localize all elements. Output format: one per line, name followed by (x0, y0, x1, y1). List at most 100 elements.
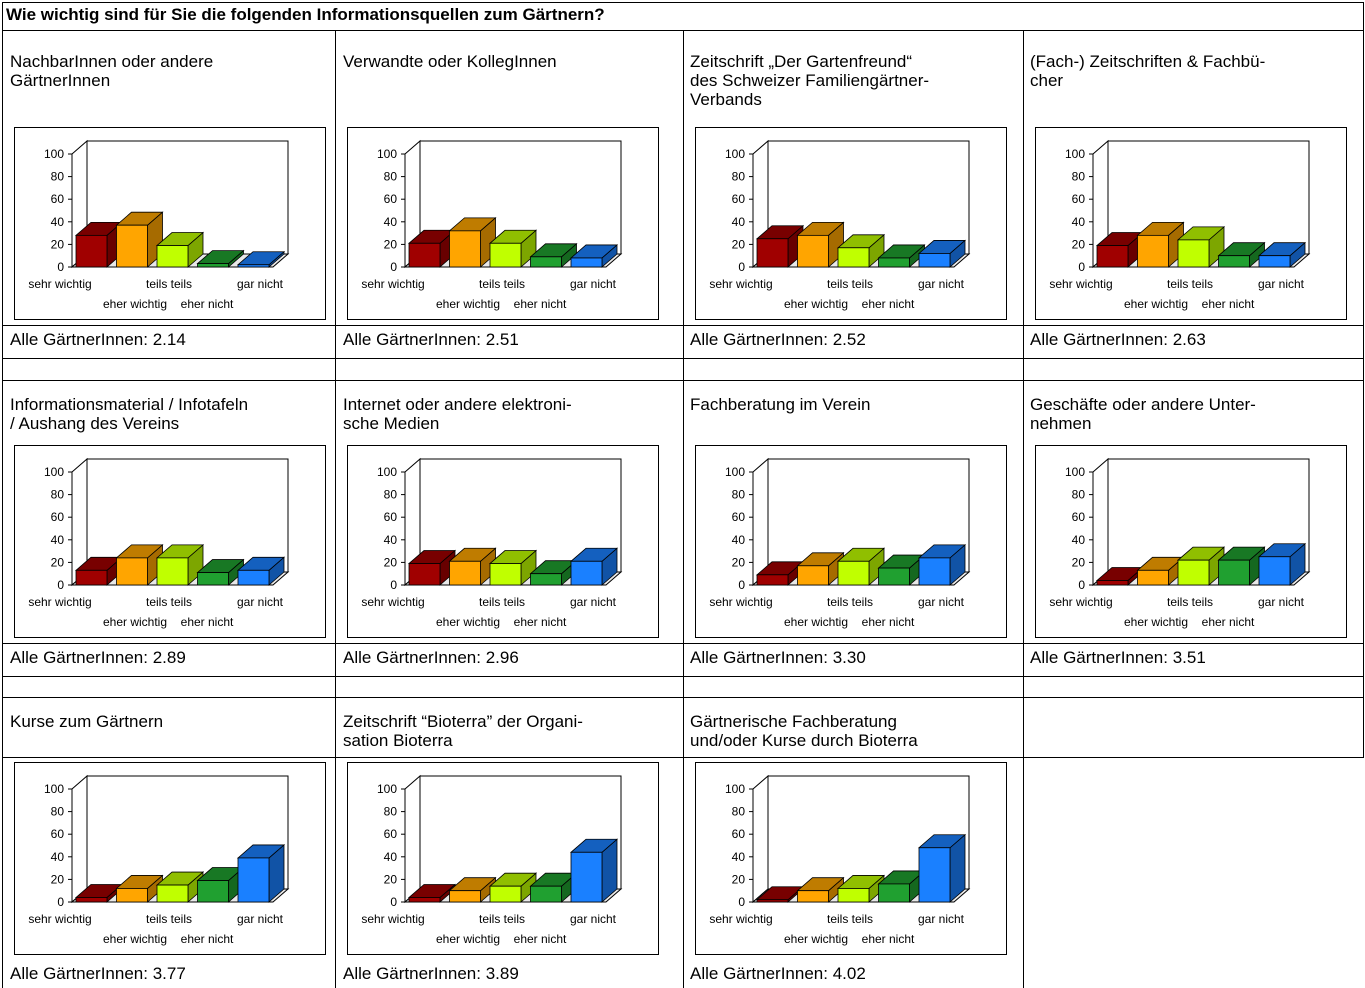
bar (488, 872, 538, 903)
x-tick-label: sehr wichtig (1049, 277, 1112, 291)
x-tick-label: gar nicht (918, 277, 965, 291)
bar-chart: 100 80 60 40 20 0 sehr wichtig eher wichtig teil… (1049, 457, 1311, 629)
y-tick-label: 40 (1072, 215, 1086, 229)
bar (448, 547, 497, 586)
bar (155, 544, 205, 586)
x-tick-label: sehr wichtig (709, 595, 772, 609)
bar-chart: 100 80 60 40 20 0 sehr wichtig eher wichtig teil… (361, 139, 623, 311)
panel-title-line: Internet oder andere elektroni- (343, 395, 572, 414)
x-tick-label: eher wichtig (784, 297, 848, 311)
y-tick-label: 100 (725, 465, 745, 479)
y-tick-label: 20 (732, 872, 746, 886)
panel-title-line: Verbands (690, 90, 762, 109)
x-tick-label: sehr wichtig (361, 277, 424, 291)
chart-frame: 100 80 60 40 20 0 sehr wichtig eher wichtig teil… (1035, 445, 1347, 638)
bar (448, 876, 497, 903)
bar (74, 883, 124, 903)
x-tick-label: eher nicht (862, 297, 915, 311)
y-tick-label: 20 (384, 555, 398, 569)
y-tick-label: 20 (732, 237, 746, 251)
y-tick-label: 100 (44, 147, 64, 161)
bar (407, 883, 457, 903)
x-tick-label: gar nicht (237, 277, 284, 291)
panel-title-line: und/oder Kurse durch Bioterra (690, 731, 918, 750)
bar-chart: 100 80 60 40 20 0 sehr wichtig eher wichtig teil… (709, 457, 971, 629)
y-tick-label: 100 (725, 147, 745, 161)
grid-line (2, 643, 1363, 644)
bar (1257, 241, 1307, 268)
x-tick-label: gar nicht (918, 595, 965, 609)
grid-line (683, 30, 684, 988)
bar (115, 211, 164, 268)
chart-frame: 100 80 60 40 20 0 sehr wichtig eher wichtig teil… (1035, 127, 1347, 320)
panel-title-line: nehmen (1030, 414, 1092, 433)
bar (1176, 226, 1226, 268)
bar (917, 833, 967, 903)
bar (448, 216, 497, 268)
y-tick-label: 0 (57, 895, 64, 909)
y-tick-label: 60 (732, 192, 746, 206)
y-tick-label: 20 (1072, 237, 1086, 251)
bar (796, 551, 845, 586)
panel-title: Kurse zum Gärtnern (10, 712, 163, 731)
bar-chart: 100 80 60 40 20 0 sehr wichtig eher wichtig teil… (1049, 139, 1311, 311)
x-tick-label: teils teils (479, 912, 525, 926)
x-tick-label: sehr wichtig (361, 912, 424, 926)
y-tick-label: 0 (57, 578, 64, 592)
y-tick-label: 0 (1078, 260, 1085, 274)
x-tick-label: eher nicht (862, 615, 915, 629)
x-tick-label: gar nicht (237, 912, 284, 926)
x-tick-label: eher nicht (181, 297, 234, 311)
bar (529, 242, 578, 268)
grid-line (2, 757, 1363, 758)
bar (115, 874, 164, 903)
y-tick-label: 40 (51, 533, 65, 547)
panel-footer: Alle GärtnerInnen: 4.02 (690, 964, 866, 983)
y-tick-label: 100 (44, 782, 64, 796)
y-tick-label: 0 (738, 895, 745, 909)
bar (796, 221, 845, 268)
y-tick-label: 60 (51, 827, 65, 841)
bar (796, 876, 845, 903)
panel-title: Geschäfte oder andere Unter-nehmen (1030, 395, 1256, 433)
y-tick-label: 40 (51, 850, 65, 864)
bar-chart: 100 80 60 40 20 0 sehr wichtig eher wichtig teil… (28, 457, 290, 629)
y-tick-label: 60 (384, 827, 398, 841)
x-tick-label: eher wichtig (436, 615, 500, 629)
bar (917, 239, 967, 268)
x-tick-label: eher nicht (1202, 615, 1255, 629)
chart-frame: 100 80 60 40 20 0 sehr wichtig eher wichtig teil… (14, 127, 326, 320)
page-title: Wie wichtig sind für Sie die folgenden I… (6, 5, 605, 24)
panel-footer: Alle GärtnerInnen: 2.89 (10, 648, 186, 667)
chart-frame: 100 80 60 40 20 0 sehr wichtig eher wichtig teil… (695, 127, 1007, 320)
panel-title: Zeitschrift „Der Gartenfreund“ des Schwei… (690, 52, 929, 109)
bar (529, 872, 578, 903)
bar-chart: 100 80 60 40 20 0 sehr wichtig eher wichtig teil… (709, 139, 971, 311)
bar (836, 233, 886, 268)
grid-line (2, 380, 1363, 381)
x-tick-label: teils teils (827, 912, 873, 926)
y-tick-label: 40 (51, 215, 65, 229)
y-tick-label: 80 (1072, 170, 1086, 184)
panel-title-line: (Fach-) Zeitschriften & Fachbü- (1030, 52, 1266, 71)
chart-frame: 100 80 60 40 20 0 sehr wichtig eher wichtig teil… (695, 762, 1007, 955)
y-tick-label: 20 (384, 237, 398, 251)
panel-title: Zeitschrift “Bioterra” der Organi-sation… (343, 712, 583, 750)
panel-title-line: sche Medien (343, 414, 440, 433)
x-tick-label: gar nicht (1258, 595, 1305, 609)
x-tick-label: teils teils (1167, 277, 1213, 291)
grid-line (2, 325, 1363, 326)
y-tick-label: 20 (51, 872, 65, 886)
y-tick-label: 20 (384, 872, 398, 886)
y-tick-label: 60 (1072, 192, 1086, 206)
panel-footer: Alle GärtnerInnen: 2.51 (343, 330, 519, 349)
y-tick-label: 60 (732, 827, 746, 841)
y-tick-label: 0 (390, 895, 397, 909)
grid-line (2, 676, 1363, 677)
y-tick-label: 100 (1065, 465, 1085, 479)
x-tick-label: teils teils (479, 595, 525, 609)
bar (74, 556, 124, 586)
bar-chart: 100 80 60 40 20 0 sehr wichtig eher wichtig teil… (28, 139, 290, 311)
bar (569, 838, 619, 903)
y-tick-label: 100 (377, 782, 397, 796)
